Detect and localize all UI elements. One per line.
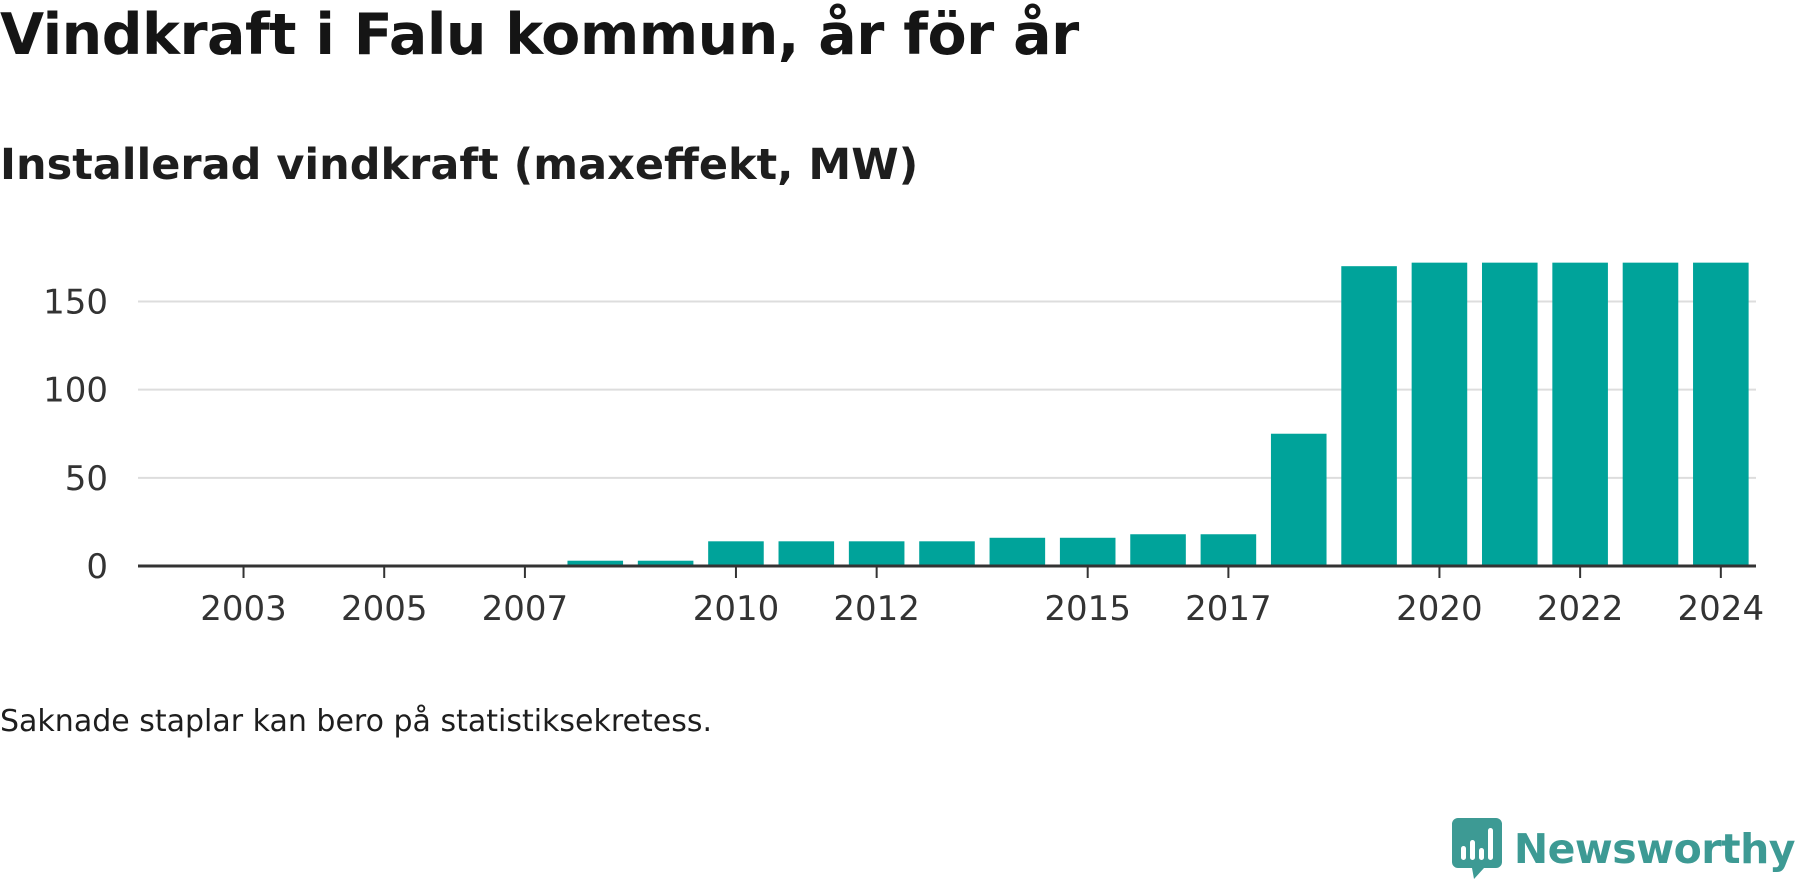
y-tick-label-150: 150 — [43, 282, 108, 322]
bar-2022 — [1552, 262, 1608, 566]
brand-logo: Newsworthy — [1451, 818, 1796, 880]
bar-2023 — [1622, 262, 1679, 566]
x-tick-label-2003: 2003 — [200, 589, 287, 629]
bar-2011 — [778, 541, 835, 566]
chart-title: Vindkraft i Falu kommun, år för år — [0, 2, 1079, 68]
bar-chart: 0 50 100 150 2003 2005 2007 2010 2012 2015 2017 202… — [43, 262, 1764, 629]
bar-2017 — [1200, 534, 1257, 566]
bar-2015 — [1059, 537, 1116, 566]
x-tick-label-2005: 2005 — [341, 589, 428, 629]
bar-2009 — [637, 560, 694, 566]
bars — [567, 262, 1749, 566]
bar-2021 — [1481, 262, 1538, 566]
y-tick-label-100: 100 — [43, 371, 108, 411]
brand-name: Newsworthy — [1513, 825, 1796, 873]
x-tick-label-2024: 2024 — [1678, 589, 1765, 629]
bar-2012 — [848, 541, 905, 566]
axes: 0 50 100 150 2003 2005 2007 2010 2012 2015 2017 202… — [43, 282, 1764, 629]
x-tick-label-2010: 2010 — [693, 589, 780, 629]
footnote: Saknade staplar kan bero på statistiksek… — [0, 704, 713, 739]
bar-2014 — [989, 537, 1046, 566]
bar-2010 — [708, 541, 764, 566]
bar-2018 — [1270, 433, 1327, 566]
bar-2013 — [919, 541, 975, 566]
x-tick-label-2017: 2017 — [1185, 589, 1272, 629]
y-tick-label-50: 50 — [65, 459, 108, 499]
x-tick-label-2012: 2012 — [833, 589, 920, 629]
y-tick-label-0: 0 — [86, 547, 108, 587]
bar-chart-speech-bubble-icon — [1451, 818, 1502, 879]
x-tick-label-2020: 2020 — [1396, 589, 1483, 629]
bar-2008 — [567, 560, 624, 566]
bar-2020 — [1411, 262, 1468, 566]
bar-2016 — [1130, 534, 1186, 566]
bar-2019 — [1341, 266, 1397, 566]
x-tick-label-2015: 2015 — [1044, 589, 1131, 629]
x-tick-label-2007: 2007 — [482, 589, 569, 629]
chart-subtitle: Installerad vindkraft (maxeffekt, MW) — [0, 140, 919, 190]
x-tick-label-2022: 2022 — [1537, 589, 1624, 629]
bar-2024 — [1693, 262, 1749, 566]
